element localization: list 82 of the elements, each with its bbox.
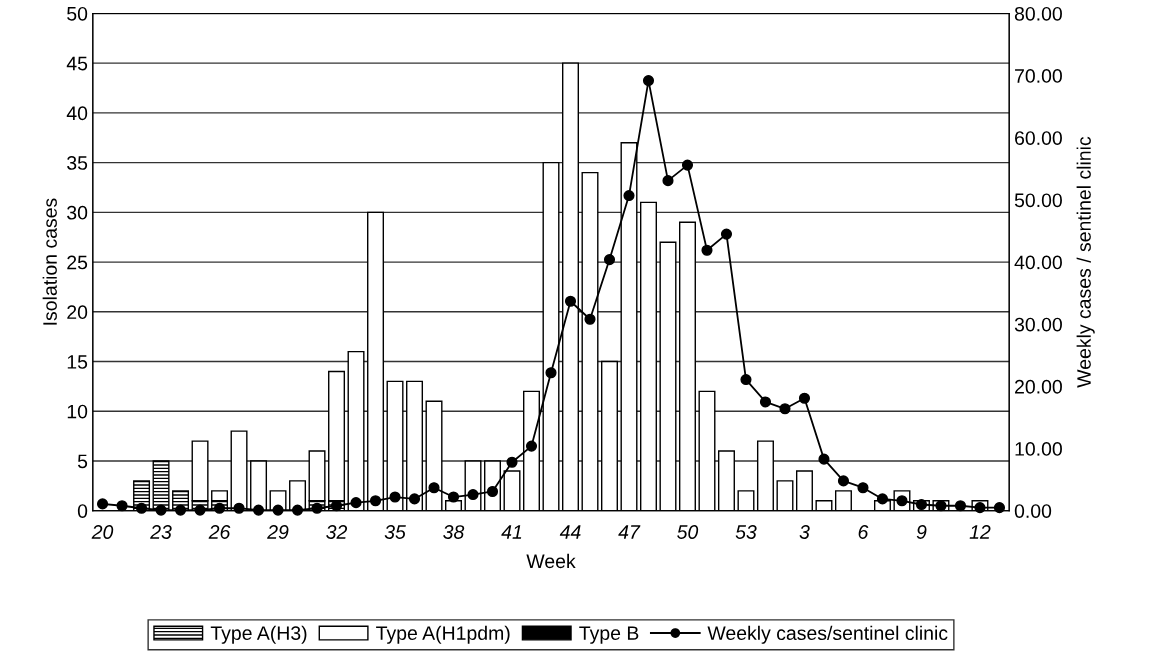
point <box>818 453 830 465</box>
point <box>701 244 713 256</box>
point <box>584 313 596 325</box>
y-tick-label: 5 <box>77 454 88 469</box>
point <box>759 396 772 408</box>
x-tick-label: 3 <box>799 525 810 539</box>
point <box>798 392 811 404</box>
point <box>447 491 460 503</box>
point <box>720 228 733 240</box>
point <box>525 440 538 452</box>
point <box>408 493 421 505</box>
point <box>428 482 440 494</box>
y-tick-label: 50 <box>67 6 88 21</box>
y-tick-label: 25 <box>67 255 88 270</box>
point <box>642 75 655 87</box>
point <box>135 502 148 514</box>
point <box>389 491 401 503</box>
y2-tick-label: 60.00 <box>1015 131 1062 145</box>
point <box>662 175 674 187</box>
point <box>623 190 635 202</box>
x-tick-label: 26 <box>208 525 231 539</box>
y2-tick-label: 0.00 <box>1014 504 1052 518</box>
point <box>506 456 518 468</box>
y-tick-label: 0 <box>77 504 88 518</box>
y-tick-label: 40 <box>66 106 88 121</box>
x-tick-label: 44 <box>559 525 581 539</box>
y2-tick-label: 80.00 <box>1014 6 1062 21</box>
point <box>155 504 167 516</box>
point <box>993 502 1006 514</box>
y2-tick-label: 30.00 <box>1014 317 1062 332</box>
x-tick-label: 35 <box>384 525 406 539</box>
x-tick-label: 50 <box>677 525 699 539</box>
y-tick-label: 10 <box>67 404 88 419</box>
y2-axis-title: Weekly cases / sentinel clinic <box>1076 136 1095 388</box>
x-tick-label: 12 <box>969 525 991 539</box>
point <box>545 367 557 379</box>
y2-tick-label: 40.00 <box>1014 255 1062 270</box>
legend-label: Type A(H1pdm) <box>376 625 510 644</box>
point <box>291 504 304 516</box>
x-tick-label: 41 <box>501 525 522 539</box>
point <box>174 504 187 516</box>
x-tick-label: 23 <box>150 525 172 539</box>
y2-tick-label: 50.00 <box>1014 193 1062 208</box>
legend-label: Weekly cases/sentinel clinic <box>707 625 948 644</box>
point <box>740 374 752 386</box>
x-tick-label: 47 <box>618 525 641 539</box>
y-tick-label: 15 <box>67 355 88 369</box>
y-axis-title: Isolation cases <box>42 198 57 325</box>
x-tick-label: 9 <box>916 525 927 539</box>
x-tick-label: 29 <box>267 525 289 539</box>
y2-tick-label: 20.00 <box>1015 379 1062 394</box>
point <box>272 504 284 516</box>
point <box>876 493 889 505</box>
x-tick-label: 38 <box>443 525 465 539</box>
point <box>681 159 694 171</box>
point <box>252 504 265 516</box>
y-tick-label: 20 <box>67 305 88 320</box>
point <box>350 497 362 509</box>
y2-tick-label: 10.00 <box>1015 442 1062 456</box>
y2-tick-label: 70.00 <box>1015 69 1062 83</box>
point <box>603 254 616 266</box>
y-tick-label: 45 <box>66 56 88 71</box>
legend-label: Type A(H3) <box>210 625 307 644</box>
point <box>369 495 382 507</box>
x-axis-title: Week <box>526 553 576 569</box>
point <box>837 475 850 487</box>
y-tick-label: 35 <box>67 156 88 170</box>
point <box>233 502 245 514</box>
point <box>96 498 109 510</box>
point <box>857 482 869 494</box>
point <box>467 489 479 501</box>
point <box>116 500 128 512</box>
point <box>564 295 577 307</box>
y-tick-label: 30 <box>67 205 88 220</box>
x-tick-label: 20 <box>91 525 114 539</box>
x-tick-label: 6 <box>858 525 869 539</box>
x-tick-label: 32 <box>326 525 348 539</box>
point <box>194 504 206 516</box>
point <box>954 500 967 512</box>
legend-label: Type B <box>579 626 639 644</box>
x-tick-label: 53 <box>735 525 757 539</box>
point <box>779 403 791 415</box>
